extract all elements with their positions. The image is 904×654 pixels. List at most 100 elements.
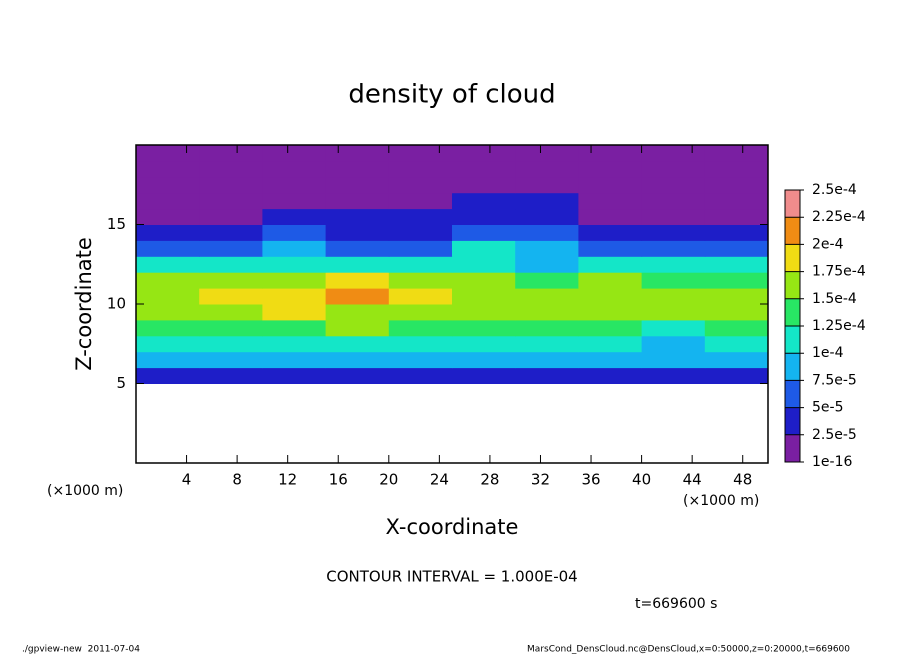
- heatmap-cell: [578, 224, 643, 241]
- heatmap-cell: [452, 335, 516, 353]
- colorbar-box: [785, 244, 800, 272]
- heatmap-cell: [704, 208, 769, 225]
- heatmap-cell: [578, 176, 643, 194]
- heatmap-cell: [136, 288, 200, 305]
- heatmap-cell: [136, 351, 200, 369]
- heatmap-cell: [136, 208, 200, 225]
- colorbar-box: [785, 407, 800, 435]
- heatmap-cell: [325, 256, 390, 273]
- colorbar-box: [785, 434, 800, 462]
- colorbar-box: [785, 190, 800, 218]
- heatmap-cell: [515, 288, 579, 305]
- colorbar-label: 2.25e-4: [812, 209, 866, 225]
- heatmap-cell: [199, 145, 263, 162]
- heatmap-cell: [325, 240, 390, 257]
- heatmap-cell: [262, 272, 327, 289]
- heatmap-cell: [515, 224, 579, 241]
- heatmap-cell: [262, 335, 327, 353]
- heatmap-cell: [641, 224, 706, 241]
- heatmap-cell: [704, 176, 769, 194]
- heatmap-cell: [452, 319, 516, 337]
- heatmap-cell: [199, 160, 263, 178]
- heatmap-cell: [325, 319, 390, 337]
- heatmap-cell: [578, 304, 643, 321]
- colorbar-box: [785, 217, 800, 245]
- colorbar-label: 1e-4: [812, 345, 844, 361]
- heatmap-cell: [704, 288, 769, 305]
- time-label: t=669600 s: [635, 596, 717, 612]
- heatmap-cell: [388, 224, 453, 241]
- heatmap-cell: [452, 256, 516, 273]
- heatmap-cell: [199, 256, 263, 273]
- heatmap-cell: [262, 288, 327, 305]
- heatmap-cell: [641, 192, 706, 210]
- heatmap-cell: [262, 176, 327, 194]
- heatmap-cell: [704, 367, 769, 384]
- heatmap-cell: [262, 208, 327, 225]
- heatmap-cell: [199, 272, 263, 289]
- heatmap-cell: [515, 304, 579, 321]
- heatmap-cell: [641, 319, 706, 337]
- heatmap-cell: [136, 304, 200, 321]
- heatmap-cell: [388, 240, 453, 257]
- heatmap-cell: [199, 176, 263, 194]
- heatmap-cell: [262, 319, 327, 337]
- heatmap-cell: [578, 145, 643, 162]
- heatmap-cell: [262, 240, 327, 257]
- y-axis-label: Z-coordinate: [72, 237, 96, 371]
- heatmap-cell: [515, 176, 579, 194]
- x-tick-label: 20: [379, 471, 398, 489]
- heatmap-cell: [388, 160, 453, 178]
- x-tick-label: 44: [683, 471, 702, 489]
- colorbar-box: [785, 380, 800, 408]
- heatmap-cell: [136, 160, 200, 178]
- heatmap-cell: [704, 335, 769, 353]
- heatmap-cell: [388, 272, 453, 289]
- heatmap-cell: [452, 367, 516, 384]
- heatmap-cell: [641, 367, 706, 384]
- heatmap-cell: [641, 160, 706, 178]
- heatmap-cell: [262, 351, 327, 369]
- heatmap-cell: [452, 176, 516, 194]
- heatmap-cell: [136, 145, 200, 162]
- heatmap-cell: [515, 256, 579, 273]
- heatmap-cell: [452, 145, 516, 162]
- x-tick-label: 12: [278, 471, 297, 489]
- heatmap-cell: [515, 319, 579, 337]
- heatmap-cell: [388, 176, 453, 194]
- heatmap-cell: [578, 208, 643, 225]
- heatmap-cell: [452, 288, 516, 305]
- footer-right: MarsCond_DensCloud.nc@DensCloud,x=0:5000…: [527, 645, 850, 654]
- heatmap-cell: [325, 224, 390, 241]
- heatmap-cell: [578, 256, 643, 273]
- heatmap-cell: [515, 351, 579, 369]
- heatmap-cell: [325, 176, 390, 194]
- heatmap-cell: [704, 272, 769, 289]
- heatmap-cell: [704, 319, 769, 337]
- heatmap-cell: [578, 351, 643, 369]
- heatmap-cell: [136, 256, 200, 273]
- heatmap-cell: [199, 335, 263, 353]
- y-tick-label: 5: [116, 374, 126, 392]
- heatmap-cell: [578, 335, 643, 353]
- heatmap-cell: [199, 367, 263, 384]
- colorbar-label: 1.25e-4: [812, 318, 866, 334]
- x-tick-label: 4: [182, 471, 192, 489]
- heatmap-cell: [199, 304, 263, 321]
- heatmap-cell: [641, 351, 706, 369]
- heatmap-cell: [388, 351, 453, 369]
- heatmap-cell: [199, 224, 263, 241]
- heatmap-cell: [325, 288, 390, 305]
- chart-title: density of cloud: [348, 80, 555, 110]
- heatmap-cell: [641, 208, 706, 225]
- heatmap-cell: [515, 160, 579, 178]
- heatmap-cell: [388, 145, 453, 162]
- x-tick-label: 32: [531, 471, 550, 489]
- y-tick-label: 10: [107, 295, 126, 313]
- heatmap-cell: [388, 208, 453, 225]
- colorbar-box: [785, 353, 800, 381]
- x-tick-label: 36: [581, 471, 600, 489]
- heatmap-cell: [388, 192, 453, 210]
- heatmap-cell: [515, 335, 579, 353]
